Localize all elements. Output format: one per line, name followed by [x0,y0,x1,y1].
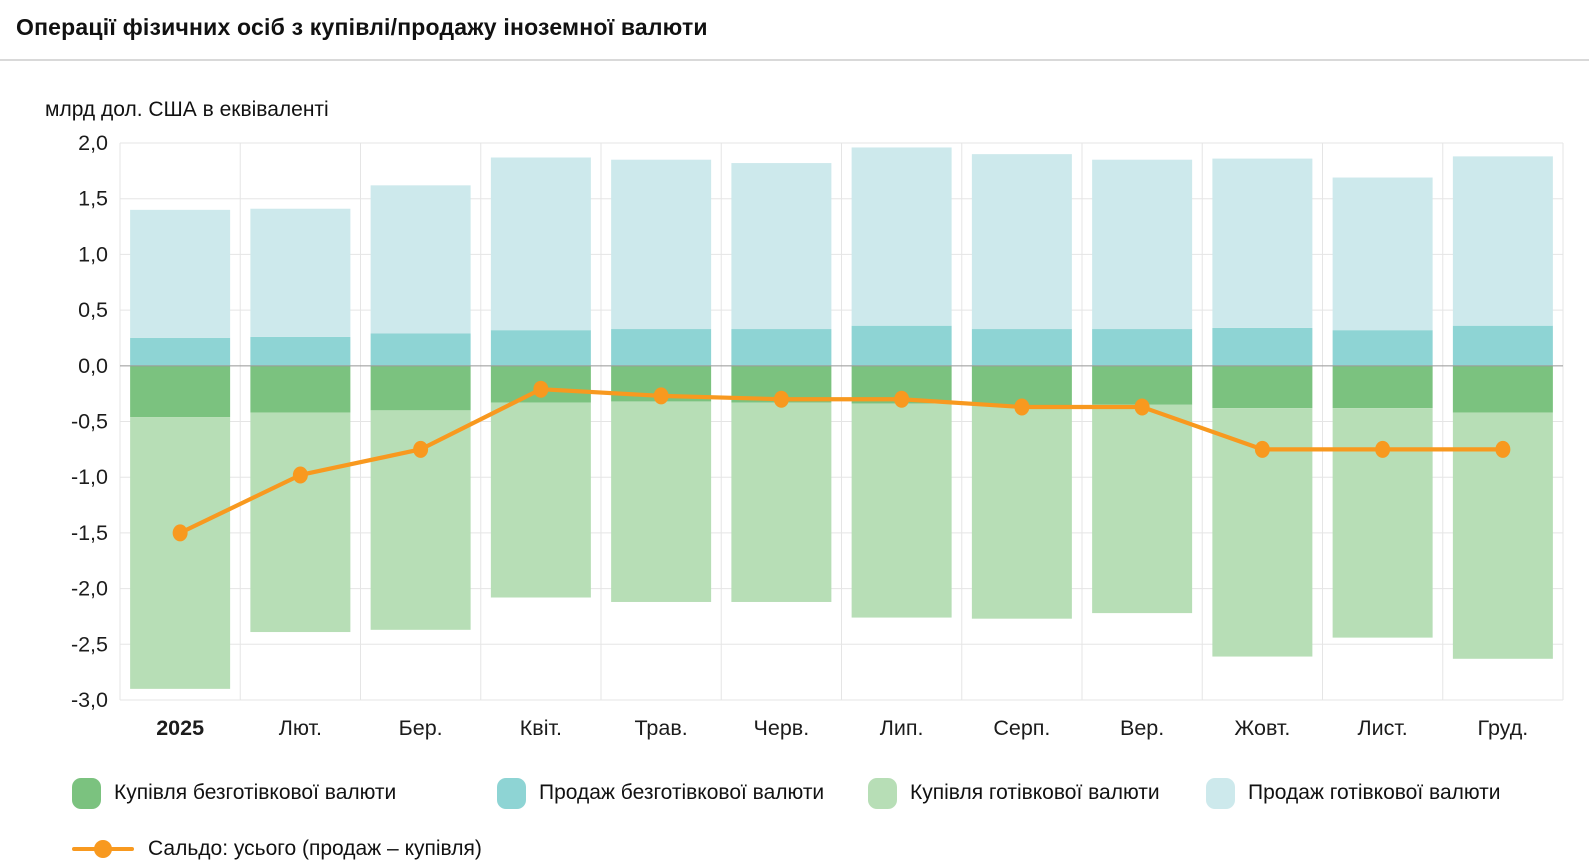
saldo-point-Вер.[interactable] [1134,398,1150,416]
bar-segment-buy-cash[interactable] [971,405,1072,619]
y-axis-tick-label: 0,5 [78,298,108,322]
bar-segment-sell-cash[interactable] [731,163,832,330]
bar-segment-buy-cash[interactable] [490,402,591,598]
x-axis-tick-label-Вер.: Вер. [1120,716,1164,740]
bar-segment-buy-cash[interactable] [1092,404,1193,614]
bar-segment-sell-cashless[interactable] [130,337,231,366]
saldo-point-Груд.[interactable] [1495,440,1511,458]
saldo-point-Бер.[interactable] [413,440,429,458]
legend-swatch-buy-cash-icon [868,777,897,809]
y-axis-tick-label: -1,5 [71,521,108,545]
y-axis-tick-label: -2,5 [71,632,108,656]
legend-label: Продаж готівкової валюти [1248,781,1501,804]
y-axis-tick-label: 2,0 [78,131,108,155]
bar-segment-buy-cashless[interactable] [1332,365,1433,409]
legend-item-sell-cash[interactable]: Продаж готівкової валюти [1206,763,1501,823]
x-axis-tick-label-Квіт.: Квіт. [520,716,562,740]
y-axis-tick-label: -2,0 [71,577,108,601]
bar-segment-sell-cashless[interactable] [611,329,712,366]
y-axis-tick-label: 0,0 [78,354,108,378]
y-axis-tick-label: -3,0 [71,688,108,712]
legend-label: Купівля безготівкової валюти [114,781,397,804]
saldo-point-Черв.[interactable] [773,390,789,408]
chart-header: Операції фізичних осіб з купівлі/продажу… [0,0,1589,61]
bar-segment-buy-cashless[interactable] [130,365,231,418]
x-axis-tick-label-Лист.: Лист. [1357,716,1407,740]
legend-saldo-marker-icon [72,839,134,859]
legend-label: Купівля готівкової валюти [910,781,1160,804]
legend-item-buy-cash[interactable]: Купівля готівкової валюти [868,763,1160,823]
chart-plot-area: 2,0 1,5 1,0 0,5 0,0 -0,5 -1,0 -1,5 -2,0 -2,5 -3,0 2… [71,131,1564,740]
bar-segment-sell-cash[interactable] [971,154,1072,330]
legend-label: Сальдо: усього (продаж – купівля) [148,837,482,860]
saldo-line [179,387,1503,535]
bar-segment-sell-cash[interactable] [1452,156,1553,326]
saldo-point-2025[interactable] [172,524,188,542]
bar-segment-sell-cashless[interactable] [250,336,351,366]
legend-label: Продаж безготівкової валюти [539,781,825,804]
bar-segment-sell-cash[interactable] [851,147,952,326]
bar-segment-sell-cashless[interactable] [1452,325,1553,366]
y-axis-unit-label: млрд дол. США в еквіваленті [45,98,329,121]
bar-segment-buy-cashless[interactable] [1452,365,1553,413]
bar-segment-sell-cashless[interactable] [971,329,1072,366]
legend-item-buy-cashless[interactable]: Купівля безготівкової валюти [72,763,396,823]
y-axis-tick-label: -1,0 [71,465,108,489]
bar-segment-sell-cashless[interactable] [1092,329,1193,366]
legend-swatch-sell-cashless-icon [497,777,526,809]
bar-segment-sell-cashless[interactable] [851,325,952,366]
bar-segment-sell-cash[interactable] [130,209,231,338]
x-axis-tick-label-Бер.: Бер. [399,716,443,740]
x-axis-tick-label-Груд.: Груд. [1478,716,1529,740]
bar-segment-buy-cash[interactable] [731,402,832,602]
bar-segment-sell-cash[interactable] [370,185,471,334]
legend-swatch-buy-cashless-icon [72,777,101,809]
bar-segment-buy-cashless[interactable] [1212,365,1313,409]
saldo-point-Трав.[interactable] [653,387,669,405]
bar-segment-buy-cashless[interactable] [370,365,471,411]
x-axis-tick-label-2025: 2025 [156,716,204,740]
legend-swatch-sell-cash-icon [1206,777,1235,809]
bar-segment-buy-cashless[interactable] [1092,365,1193,405]
saldo-point-Квіт.[interactable] [533,380,549,398]
bar-segment-sell-cash[interactable] [490,157,591,331]
bar-segment-sell-cash[interactable] [250,208,351,337]
bar-segment-sell-cashless[interactable] [731,329,832,366]
x-axis-tick-label-Черв.: Черв. [754,716,810,740]
saldo-point-Лип.[interactable] [894,390,910,408]
x-axis-tick-label-Лип.: Лип. [880,716,924,740]
bar-segment-sell-cash[interactable] [1212,158,1313,328]
saldo-point-Лют.[interactable] [292,466,308,484]
bar-segment-buy-cash[interactable] [250,412,351,633]
saldo-point-Серп.[interactable] [1014,398,1030,416]
y-axis-tick-label: 1,5 [78,187,108,211]
bar-segment-sell-cash[interactable] [1092,159,1193,330]
bar-segment-buy-cash[interactable] [611,401,712,602]
legend-item-saldo[interactable]: Сальдо: усього (продаж – купівля) [72,831,482,865]
legend-item-sell-cashless[interactable]: Продаж безготівкової валюти [497,763,824,823]
chart-title: Операції фізичних осіб з купівлі/продажу… [16,14,708,40]
bar-segment-buy-cash[interactable] [851,403,952,618]
y-axis-tick-label: 1,0 [78,242,108,266]
bar-segment-sell-cashless[interactable] [1212,327,1313,366]
bar-segment-sell-cashless[interactable] [1332,330,1433,366]
x-axis-tick-label-Трав.: Трав. [635,716,688,740]
bar-segment-sell-cashless[interactable] [490,330,591,366]
saldo-point-Жовт.[interactable] [1254,440,1270,458]
bar-segment-buy-cash[interactable] [130,417,231,689]
chart-legend: Купівля безготівкової валюти Продаж безг… [0,763,1589,863]
bar-segment-sell-cashless[interactable] [370,333,471,366]
x-axis-tick-label-Жовт.: Жовт. [1234,716,1290,740]
x-axis-tick-label-Лют.: Лют. [279,716,322,740]
bar-segment-sell-cash[interactable] [1332,177,1433,331]
y-axis-tick-label: -0,5 [71,410,108,434]
saldo-point-Лист.[interactable] [1375,440,1391,458]
x-axis-tick-label-Серп.: Серп. [993,716,1050,740]
bar-segment-sell-cash[interactable] [611,159,712,330]
bar-segment-buy-cashless[interactable] [250,365,351,413]
